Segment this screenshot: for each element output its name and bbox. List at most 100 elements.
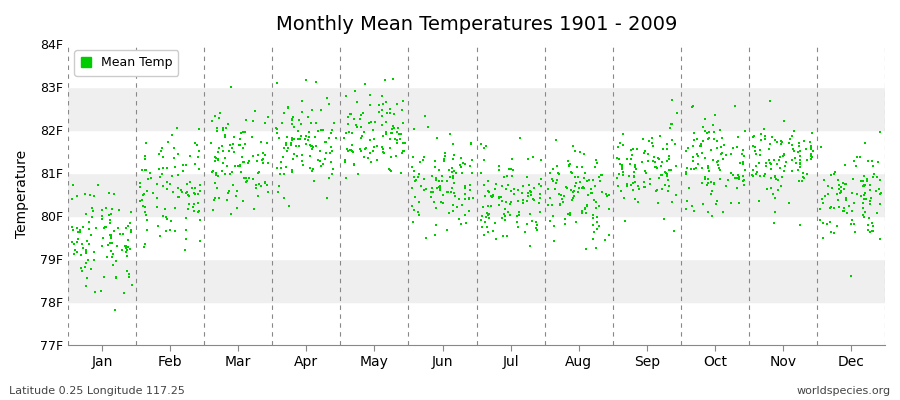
- Point: [609, 155, 624, 161]
- Point: [236, 145, 250, 152]
- Point: [211, 128, 225, 134]
- Point: [832, 176, 846, 183]
- Point: [338, 174, 353, 181]
- Point: [614, 188, 628, 194]
- Point: [649, 188, 663, 195]
- Point: [238, 129, 252, 135]
- Point: [853, 178, 868, 184]
- Point: [193, 238, 207, 244]
- Point: [224, 169, 238, 176]
- Point: [216, 148, 230, 154]
- Point: [476, 182, 491, 188]
- Point: [575, 210, 590, 216]
- Point: [397, 148, 411, 155]
- Point: [768, 209, 782, 216]
- Point: [387, 110, 401, 117]
- Point: [768, 136, 782, 143]
- Point: [702, 129, 716, 136]
- Point: [78, 190, 93, 197]
- Point: [387, 125, 401, 132]
- Point: [310, 143, 324, 150]
- Point: [695, 150, 709, 156]
- Point: [813, 217, 827, 223]
- Point: [566, 195, 580, 201]
- Point: [149, 204, 164, 210]
- Point: [521, 190, 535, 196]
- Point: [102, 190, 116, 196]
- Point: [836, 208, 850, 214]
- Point: [274, 159, 288, 165]
- Point: [240, 178, 255, 184]
- Point: [724, 151, 738, 158]
- Bar: [68, 302, 885, 344]
- Point: [491, 166, 506, 173]
- Point: [477, 145, 491, 151]
- Point: [767, 157, 781, 164]
- Point: [235, 154, 249, 160]
- Point: [405, 164, 419, 170]
- Point: [258, 180, 273, 186]
- Point: [125, 282, 140, 288]
- Point: [376, 150, 391, 156]
- Point: [220, 197, 235, 203]
- Point: [215, 124, 230, 131]
- Point: [589, 245, 603, 251]
- Point: [524, 189, 538, 195]
- Point: [698, 174, 713, 180]
- Point: [104, 235, 119, 241]
- Point: [88, 225, 103, 231]
- Point: [590, 219, 604, 226]
- Point: [475, 213, 490, 220]
- Point: [615, 166, 629, 172]
- Point: [483, 192, 498, 199]
- Point: [350, 124, 365, 130]
- Point: [410, 174, 425, 180]
- Point: [181, 206, 195, 212]
- Point: [488, 219, 502, 226]
- Point: [156, 154, 170, 160]
- Point: [363, 102, 377, 108]
- Point: [357, 146, 372, 152]
- Point: [830, 223, 844, 229]
- Point: [714, 144, 728, 150]
- Point: [491, 202, 506, 208]
- Point: [212, 194, 226, 201]
- Point: [710, 138, 724, 144]
- Point: [713, 176, 727, 182]
- Point: [292, 143, 306, 150]
- Point: [689, 136, 704, 142]
- Point: [221, 190, 236, 197]
- Point: [73, 228, 87, 235]
- Point: [592, 177, 607, 184]
- Point: [343, 111, 357, 117]
- Point: [207, 154, 221, 160]
- Point: [374, 144, 389, 150]
- Point: [286, 151, 301, 158]
- Point: [838, 162, 852, 168]
- Point: [679, 148, 693, 154]
- Point: [518, 229, 532, 235]
- Point: [227, 134, 241, 140]
- Point: [105, 262, 120, 269]
- Point: [109, 274, 123, 280]
- Point: [730, 144, 744, 151]
- Point: [248, 108, 262, 114]
- Point: [706, 122, 720, 128]
- Point: [847, 220, 861, 227]
- Point: [804, 145, 818, 151]
- Point: [139, 140, 153, 146]
- Point: [736, 159, 751, 165]
- Point: [769, 136, 783, 143]
- Point: [445, 169, 459, 176]
- Point: [313, 148, 328, 154]
- Point: [174, 186, 188, 193]
- Point: [768, 173, 782, 180]
- Point: [785, 142, 799, 148]
- Point: [392, 130, 406, 137]
- Point: [270, 80, 284, 86]
- Point: [101, 242, 115, 248]
- Point: [314, 127, 328, 134]
- Point: [557, 193, 572, 200]
- Point: [194, 188, 208, 194]
- Point: [218, 171, 232, 177]
